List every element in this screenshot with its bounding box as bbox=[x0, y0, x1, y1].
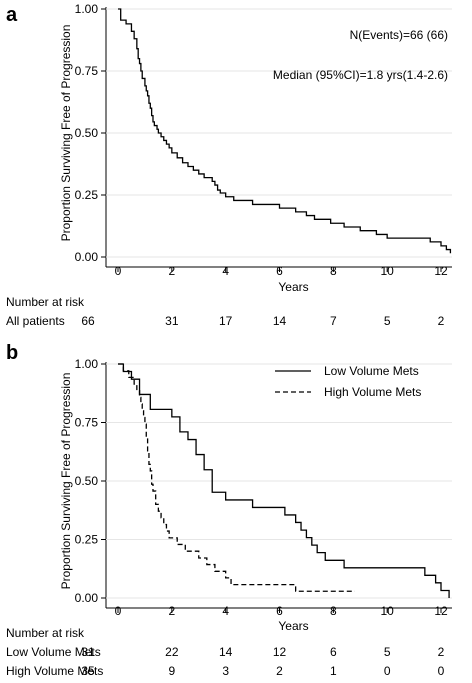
panel-b-risk-title: Number at risk bbox=[6, 626, 85, 640]
legend-label-low-volume: Low Volume Mets bbox=[324, 364, 419, 378]
km-curve-dashed bbox=[118, 363, 355, 592]
risk-value: 9 bbox=[168, 664, 175, 678]
x-tick-label: 4 bbox=[222, 264, 229, 278]
risk-value: 0 bbox=[438, 664, 445, 678]
risk-value: 17 bbox=[219, 314, 233, 328]
legend-label-high-volume: High Volume Mets bbox=[324, 385, 421, 399]
panel-b-risk-values: 31 22 14 12 6 5 2 35 9 3 2 1 0 0 bbox=[81, 645, 444, 678]
y-tick-label: 0.25 bbox=[75, 188, 99, 202]
panel-b-chart: 0.00 0.25 0.50 0.75 1.00 0 2 4 6 8 10 12 Years Propor… bbox=[59, 357, 452, 633]
risk-value: 2 bbox=[276, 664, 283, 678]
panel-a-risk-title: Number at risk bbox=[6, 295, 85, 309]
x-axis-label: Years bbox=[278, 619, 308, 633]
risk-value: 35 bbox=[81, 664, 95, 678]
y-tick-label: 0.75 bbox=[75, 416, 99, 430]
risk-value: 12 bbox=[273, 645, 287, 659]
y-tick-label: 0.00 bbox=[75, 250, 99, 264]
panel-b-legend: Low Volume Mets High Volume Mets bbox=[275, 364, 421, 399]
risk-value: 66 bbox=[81, 314, 95, 328]
panel-a-chart: 0.00 0.25 0.50 0.75 1.00 0 2 4 6 8 10 12 Years Propor… bbox=[59, 2, 452, 294]
x-tick-label: 8 bbox=[330, 264, 337, 278]
x-tick-label: 12 bbox=[434, 264, 448, 278]
y-tick-label: 0.75 bbox=[75, 64, 99, 78]
risk-value: 14 bbox=[219, 645, 233, 659]
x-tick-label: 6 bbox=[276, 604, 283, 618]
risk-value: 14 bbox=[273, 314, 287, 328]
risk-value: 3 bbox=[222, 664, 229, 678]
panel-a-letter: a bbox=[6, 4, 18, 26]
x-tick-label: 2 bbox=[168, 264, 175, 278]
x-tick-label: 12 bbox=[434, 604, 448, 618]
panel-a-risk-row-label: All patients bbox=[6, 314, 65, 328]
x-tick-label: 4 bbox=[222, 604, 229, 618]
risk-value: 2 bbox=[438, 314, 445, 328]
km-curve-solid bbox=[118, 8, 452, 254]
risk-value: 5 bbox=[384, 645, 391, 659]
x-tick-label: 6 bbox=[276, 264, 283, 278]
y-tick-label: 1.00 bbox=[75, 2, 99, 16]
risk-value: 5 bbox=[384, 314, 391, 328]
x-tick-label: 2 bbox=[168, 604, 175, 618]
panel-b-risk-row-label-low: Low Volume Mets bbox=[6, 645, 101, 659]
y-tick-label: 0.50 bbox=[75, 474, 99, 488]
y-axis-label: Proportion Surviving Free of Progression bbox=[59, 373, 73, 590]
y-tick-label: 1.00 bbox=[75, 357, 99, 371]
x-tick-label: 0 bbox=[115, 604, 122, 618]
y-axis-label: Proportion Surviving Free of Progression bbox=[59, 25, 73, 242]
risk-value: 22 bbox=[165, 645, 179, 659]
panel-b-risk-row-label-high: High Volume Mets bbox=[6, 664, 103, 678]
panel-b-letter: b bbox=[6, 342, 18, 364]
panel-a-annotation-events: N(Events)=66 (66) bbox=[350, 28, 448, 42]
x-tick-label: 10 bbox=[380, 264, 394, 278]
x-axis-label: Years bbox=[278, 280, 308, 294]
y-tick-label: 0.50 bbox=[75, 126, 99, 140]
risk-value: 31 bbox=[81, 645, 95, 659]
risk-value: 31 bbox=[165, 314, 179, 328]
x-tick-label: 10 bbox=[380, 604, 394, 618]
risk-value: 6 bbox=[330, 645, 337, 659]
panel-a-risk-values: 66 31 17 14 7 5 2 bbox=[81, 314, 444, 328]
panel-a-annotation-median: Median (95%CI)=1.8 yrs(1.4-2.6) bbox=[273, 68, 448, 82]
km-curve-solid bbox=[118, 363, 450, 598]
risk-value: 2 bbox=[438, 645, 445, 659]
y-tick-label: 0.25 bbox=[75, 533, 99, 547]
risk-value: 0 bbox=[384, 664, 391, 678]
x-tick-label: 8 bbox=[330, 604, 337, 618]
risk-value: 1 bbox=[330, 664, 337, 678]
x-tick-label: 0 bbox=[115, 264, 122, 278]
risk-value: 7 bbox=[330, 314, 337, 328]
y-tick-label: 0.00 bbox=[75, 591, 99, 605]
